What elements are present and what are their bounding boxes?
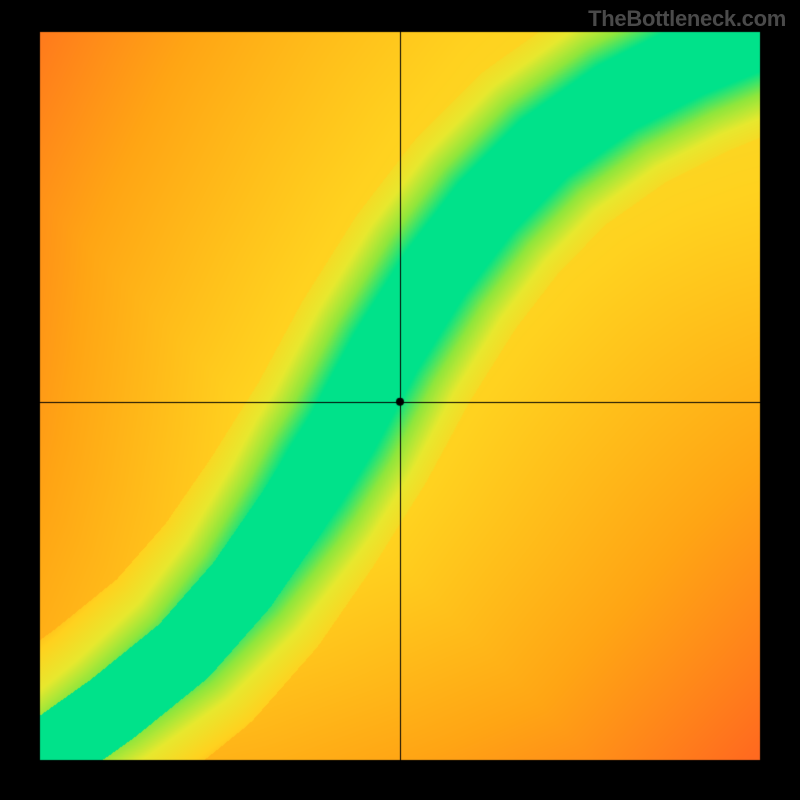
heatmap-canvas (0, 0, 800, 800)
watermark-label: TheBottleneck.com (588, 6, 786, 32)
chart-container: TheBottleneck.com (0, 0, 800, 800)
